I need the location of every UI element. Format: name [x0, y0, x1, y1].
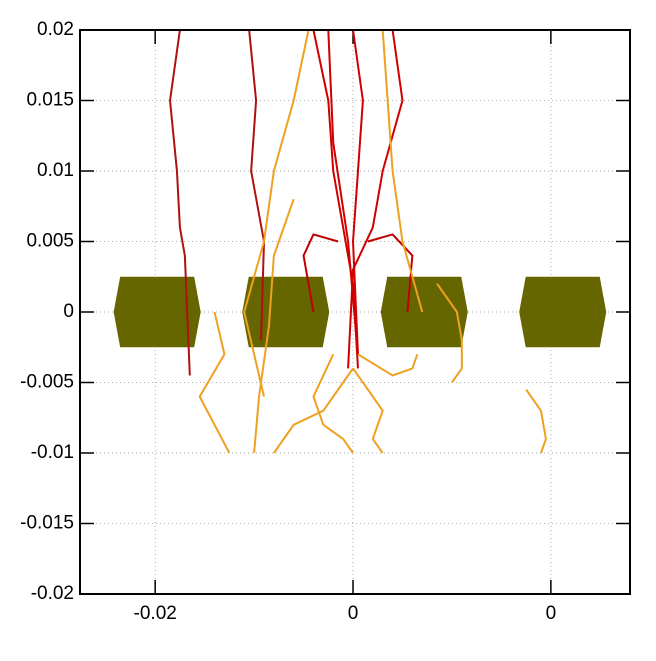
trajectory	[436, 283, 463, 384]
x-tick-label: 0	[348, 603, 359, 624]
y-tick-label: 0.015	[26, 90, 74, 111]
electrode	[519, 276, 607, 348]
trajectory	[243, 29, 310, 397]
trajectory	[381, 29, 424, 313]
electrode	[113, 276, 201, 348]
trajectory	[248, 29, 265, 341]
y-tick-label: -0.02	[31, 583, 74, 604]
trajectory	[525, 388, 547, 454]
trajectory	[273, 367, 354, 454]
x-tick-label: -0.02	[134, 603, 177, 624]
trajectory	[302, 233, 339, 313]
plot-frame	[79, 29, 631, 595]
y-tick-label: -0.015	[20, 513, 74, 534]
trajectory	[352, 29, 364, 355]
electrode	[380, 276, 468, 348]
trajectory	[253, 198, 295, 454]
y-tick-label: 0.01	[37, 160, 74, 181]
x-tick-label: 0	[546, 603, 557, 624]
trajectory	[357, 353, 419, 377]
y-tick-label: 0.005	[26, 231, 74, 252]
trajectory	[327, 29, 359, 355]
trajectory	[169, 29, 191, 376]
trajectory	[352, 367, 384, 454]
y-tick-label: -0.005	[20, 372, 74, 393]
y-tick-label: -0.01	[31, 442, 74, 463]
electrode	[242, 276, 330, 348]
y-tick-label: 0	[63, 301, 74, 322]
trajectory	[312, 353, 354, 454]
y-tick-label: 0.02	[37, 19, 74, 40]
trajectory	[198, 311, 231, 454]
